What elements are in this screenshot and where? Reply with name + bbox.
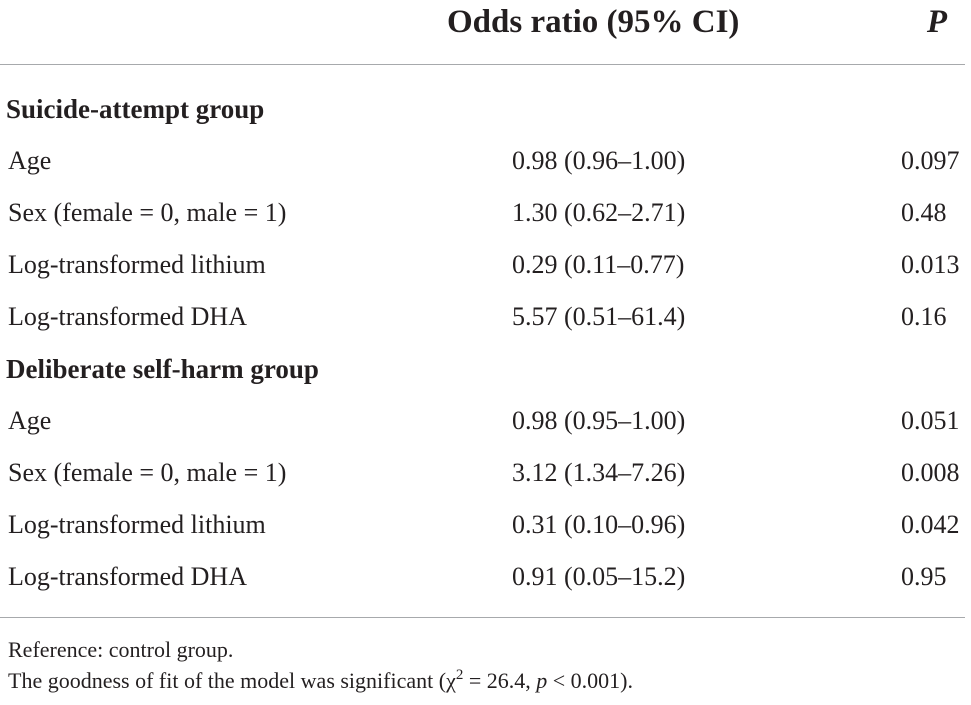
table-row: Age 0.98 (0.96–1.00) 0.097: [0, 135, 965, 187]
p-value: 0.008: [901, 458, 960, 487]
table-row: Age 0.98 (0.95–1.00) 0.051: [0, 395, 965, 447]
odds-ratio-column-header: Odds ratio (95% CI): [447, 4, 740, 40]
odds-ratio-value: 1.30 (0.62–2.71): [512, 198, 686, 227]
deliberate-self-harm-group: Deliberate self-harm group Age 0.98 (0.9…: [0, 343, 965, 603]
table-row: Log-transformed lithium 0.31 (0.10–0.96)…: [0, 499, 965, 551]
reference-footnote: Reference: control group.: [8, 637, 234, 662]
row-label: Log-transformed lithium: [8, 510, 266, 539]
chi-exponent: 2: [455, 667, 464, 683]
p-value: 0.013: [901, 250, 960, 279]
p-value: 0.097: [901, 146, 960, 175]
table-footnotes: Reference: control group. The goodness o…: [0, 634, 965, 696]
row-label: Sex (female = 0, male = 1): [8, 198, 287, 227]
p-value: 0.042: [901, 510, 960, 539]
p-value-text: < 0.001).: [547, 668, 633, 693]
odds-ratio-value: 3.12 (1.34–7.26): [512, 458, 686, 487]
p-value: 0.95: [901, 562, 947, 591]
row-label: Log-transformed DHA: [8, 302, 247, 331]
table-row: Log-transformed DHA 5.57 (0.51–61.4) 0.1…: [0, 291, 965, 343]
table-row: Log-transformed DHA 0.91 (0.05–15.2) 0.9…: [0, 551, 965, 603]
table-row: Sex (female = 0, male = 1) 3.12 (1.34–7.…: [0, 447, 965, 499]
odds-ratio-value: 0.91 (0.05–15.2): [512, 562, 686, 591]
odds-ratio-value: 0.29 (0.11–0.77): [512, 250, 685, 279]
table-row: Log-transformed lithium 0.29 (0.11–0.77)…: [0, 239, 965, 291]
p-value: 0.16: [901, 302, 947, 331]
table-row: Sex (female = 0, male = 1) 1.30 (0.62–2.…: [0, 187, 965, 239]
odds-ratio-value: 0.31 (0.10–0.96): [512, 510, 686, 539]
table-header-row: Odds ratio (95% CI) P: [0, 0, 965, 65]
table-bottom-rule: [0, 617, 965, 618]
p-value: 0.051: [901, 406, 960, 435]
row-label: Sex (female = 0, male = 1): [8, 458, 287, 487]
row-label: Log-transformed DHA: [8, 562, 247, 591]
row-label: Age: [8, 146, 52, 175]
p-column-header: P: [926, 4, 947, 40]
odds-ratio-value: 5.57 (0.51–61.4): [512, 302, 686, 331]
fit-prefix-text: The goodness of fit of the model was sig…: [8, 668, 447, 693]
odds-ratio-value: 0.98 (0.95–1.00): [512, 406, 686, 435]
p-symbol: p: [536, 668, 548, 693]
odds-ratio-value: 0.98 (0.96–1.00): [512, 146, 686, 175]
goodness-of-fit-footnote: The goodness of fit of the model was sig…: [8, 665, 965, 696]
group-title: Deliberate self-harm group: [6, 354, 319, 384]
chi-symbol: χ: [446, 668, 456, 693]
suicide-attempt-group: Suicide-attempt group Age 0.98 (0.96–1.0…: [0, 83, 965, 343]
group-title: Suicide-attempt group: [6, 94, 265, 124]
row-label: Age: [8, 406, 52, 435]
p-value: 0.48: [901, 198, 947, 227]
chi-value-text: = 26.4,: [463, 668, 537, 693]
row-label: Log-transformed lithium: [8, 250, 266, 279]
